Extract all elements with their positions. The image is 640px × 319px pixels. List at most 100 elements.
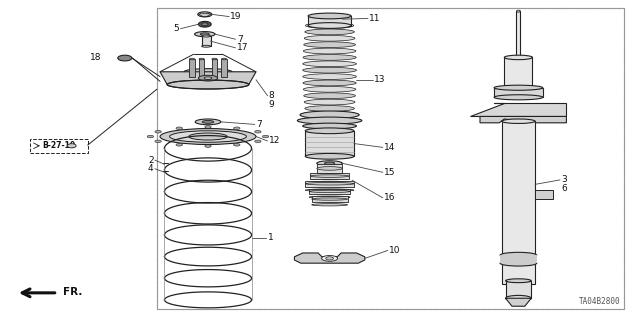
Ellipse shape xyxy=(198,75,218,81)
Ellipse shape xyxy=(147,135,154,138)
Ellipse shape xyxy=(324,162,335,165)
Ellipse shape xyxy=(310,175,349,177)
Ellipse shape xyxy=(195,32,215,37)
Text: FR.: FR. xyxy=(63,287,82,297)
Ellipse shape xyxy=(202,45,211,47)
Ellipse shape xyxy=(303,48,356,54)
Text: B-27-10: B-27-10 xyxy=(42,141,76,150)
Text: 6: 6 xyxy=(561,184,567,193)
Ellipse shape xyxy=(494,95,543,100)
Ellipse shape xyxy=(221,58,227,60)
Ellipse shape xyxy=(67,144,76,148)
Bar xyxy=(199,59,204,77)
Text: 9: 9 xyxy=(269,100,275,109)
Ellipse shape xyxy=(200,33,209,35)
Ellipse shape xyxy=(317,161,342,166)
Text: 14: 14 xyxy=(384,143,396,152)
Ellipse shape xyxy=(308,13,351,19)
Bar xyxy=(502,121,535,284)
Ellipse shape xyxy=(202,121,214,123)
Ellipse shape xyxy=(305,23,354,28)
Ellipse shape xyxy=(504,87,532,92)
Ellipse shape xyxy=(189,133,227,140)
Text: 10: 10 xyxy=(389,246,401,255)
Bar xyxy=(310,173,349,179)
Ellipse shape xyxy=(304,93,355,99)
Ellipse shape xyxy=(305,182,354,185)
Ellipse shape xyxy=(305,29,355,35)
Bar xyxy=(305,131,354,156)
Ellipse shape xyxy=(310,181,349,184)
Ellipse shape xyxy=(304,35,355,41)
Text: 1: 1 xyxy=(268,233,273,242)
Ellipse shape xyxy=(199,58,204,60)
Ellipse shape xyxy=(326,257,333,260)
Bar xyxy=(308,16,351,26)
Ellipse shape xyxy=(303,55,356,60)
Text: 11: 11 xyxy=(369,14,381,23)
Ellipse shape xyxy=(298,117,362,124)
Ellipse shape xyxy=(504,55,532,60)
Ellipse shape xyxy=(312,198,348,200)
Text: 15: 15 xyxy=(384,168,396,177)
Ellipse shape xyxy=(494,85,543,90)
Ellipse shape xyxy=(170,131,246,142)
Ellipse shape xyxy=(324,18,335,20)
Ellipse shape xyxy=(502,119,535,123)
Polygon shape xyxy=(160,72,256,85)
Bar xyxy=(202,36,211,46)
Ellipse shape xyxy=(255,140,261,143)
Text: 16: 16 xyxy=(384,193,396,202)
Text: 13: 13 xyxy=(374,75,386,84)
Ellipse shape xyxy=(309,196,350,198)
Ellipse shape xyxy=(304,99,355,105)
Ellipse shape xyxy=(516,10,520,12)
Polygon shape xyxy=(480,116,566,123)
Ellipse shape xyxy=(303,61,356,67)
Bar xyxy=(500,255,537,263)
Ellipse shape xyxy=(195,119,221,125)
Bar xyxy=(189,59,195,77)
Ellipse shape xyxy=(312,204,348,206)
Ellipse shape xyxy=(322,256,338,261)
Ellipse shape xyxy=(234,144,240,146)
Ellipse shape xyxy=(506,279,531,283)
Ellipse shape xyxy=(184,69,232,75)
Ellipse shape xyxy=(255,130,261,133)
Text: 3: 3 xyxy=(561,175,567,184)
Ellipse shape xyxy=(506,295,531,301)
Polygon shape xyxy=(294,253,365,263)
Ellipse shape xyxy=(300,111,359,119)
Ellipse shape xyxy=(317,167,342,170)
Ellipse shape xyxy=(155,130,161,133)
Ellipse shape xyxy=(303,86,356,92)
Bar xyxy=(506,281,531,298)
Bar xyxy=(309,189,350,194)
Bar xyxy=(30,139,88,153)
Ellipse shape xyxy=(202,23,208,26)
Bar xyxy=(317,164,342,173)
Text: 8: 8 xyxy=(269,91,275,100)
Ellipse shape xyxy=(303,123,356,129)
Ellipse shape xyxy=(309,190,350,193)
Ellipse shape xyxy=(176,127,182,130)
Text: 12: 12 xyxy=(269,137,280,145)
Text: 5: 5 xyxy=(173,24,179,33)
Ellipse shape xyxy=(303,67,356,73)
Ellipse shape xyxy=(500,260,537,266)
Ellipse shape xyxy=(155,140,161,143)
Ellipse shape xyxy=(234,127,240,130)
Ellipse shape xyxy=(212,58,217,60)
Ellipse shape xyxy=(317,175,342,179)
Polygon shape xyxy=(535,190,553,199)
Ellipse shape xyxy=(308,23,351,28)
Text: 7: 7 xyxy=(256,120,262,129)
Text: 4: 4 xyxy=(148,164,154,173)
Text: 2: 2 xyxy=(148,156,154,165)
Ellipse shape xyxy=(305,106,355,111)
Bar xyxy=(212,59,217,77)
Ellipse shape xyxy=(205,145,211,147)
Text: 19: 19 xyxy=(230,12,242,21)
Ellipse shape xyxy=(198,12,212,17)
Ellipse shape xyxy=(204,77,212,79)
